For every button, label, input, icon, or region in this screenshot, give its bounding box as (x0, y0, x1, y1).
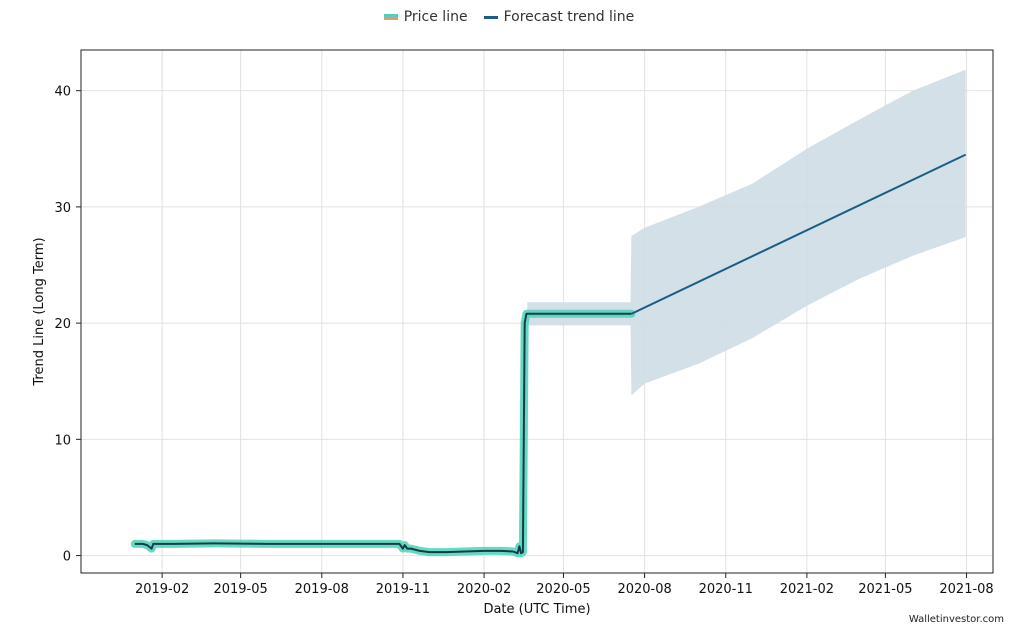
x-tick-label: 2019-08 (295, 582, 349, 597)
x-tick-label: 2021-02 (780, 582, 834, 597)
price-line (130, 309, 636, 558)
plot-frame (80, 49, 994, 574)
price-trend-line (134, 312, 632, 555)
series-layer (130, 153, 967, 558)
x-axis-label: Date (UTC Time) (483, 602, 590, 617)
forecast-line-swatch-icon (483, 15, 498, 19)
y-tick-label: 0 (63, 550, 71, 565)
y-tick-label: 40 (54, 85, 71, 100)
confidence-band (527, 69, 966, 396)
x-tick-label: 2019-05 (213, 582, 267, 597)
x-tick-label: 2019-11 (376, 582, 430, 597)
confidence-band-layer (527, 69, 966, 396)
watermark: Walletinvestor.com (908, 614, 1004, 625)
tick-layer: 2019-02 2019-05 2019-08 2019-11 2020-02 2020-… (54, 85, 993, 597)
x-tick-label: 2021-05 (858, 582, 912, 597)
legend-item-price[interactable]: Price line (383, 9, 468, 25)
x-tick-label: 2020-11 (699, 582, 753, 597)
legend: Price line Forecast trend line (0, 9, 1018, 25)
forecast-trend-line (630, 153, 967, 315)
x-tick-label: 2020-08 (617, 582, 671, 597)
x-tick-label: 2021-08 (939, 582, 993, 597)
x-tick-label: 2020-05 (536, 582, 590, 597)
y-tick-label: 30 (54, 201, 71, 216)
x-tick-label: 2019-02 (135, 582, 189, 597)
y-tick-label: 10 (54, 433, 71, 448)
legend-forecast-label: Forecast trend line (503, 9, 635, 25)
x-tick-label: 2020-02 (457, 582, 511, 597)
y-axis-label: Trend Line (Long Term) (32, 237, 47, 386)
legend-item-forecast[interactable]: Forecast trend line (483, 9, 635, 25)
y-tick-label: 20 (54, 317, 71, 332)
legend-price-label: Price line (403, 9, 468, 25)
price-line-swatch-icon (383, 14, 398, 20)
